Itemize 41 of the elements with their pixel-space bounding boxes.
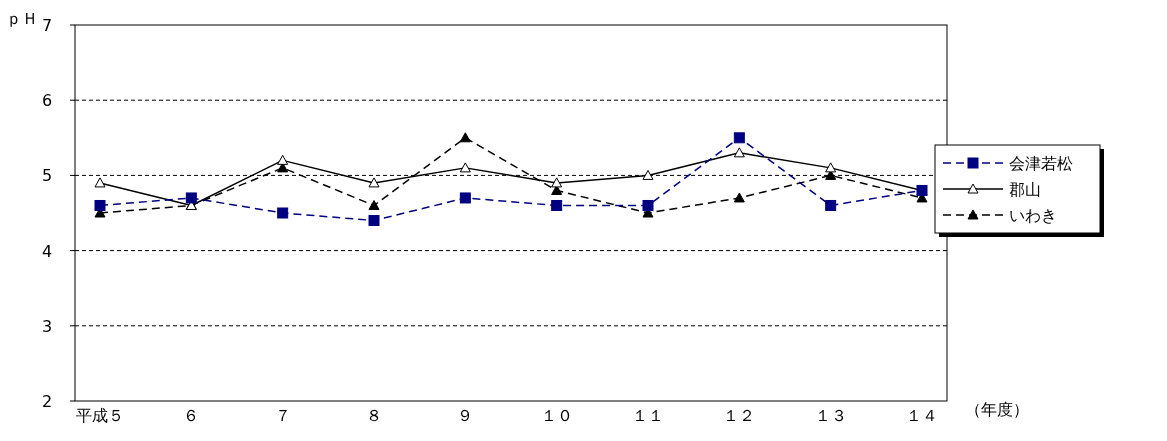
point — [94, 199, 106, 211]
x-tick-label: ８ — [366, 406, 382, 425]
point — [733, 132, 745, 144]
y-tick-label: 2 — [41, 392, 53, 411]
point — [733, 192, 745, 203]
x-tick-label: １３ — [814, 406, 847, 425]
x-tick-label: １４ — [906, 406, 938, 425]
x-tick-label: ７ — [274, 406, 291, 425]
point — [277, 154, 289, 165]
x-tick-label: １１ — [632, 406, 664, 425]
point — [825, 199, 837, 211]
x-tick-label: 平成５ — [76, 406, 124, 425]
point — [642, 199, 654, 211]
point — [551, 199, 563, 211]
y-tick-label: 3 — [41, 316, 53, 336]
point — [459, 192, 471, 204]
x-tick-label: ９ — [457, 406, 474, 425]
x-tick-label: ６ — [183, 406, 200, 425]
y-tick-label: 6 — [41, 91, 53, 111]
point — [94, 177, 106, 188]
x-tick-label: １２ — [723, 406, 756, 425]
legend-label: いわき — [1009, 206, 1057, 225]
x-tick-label: １０ — [540, 406, 573, 425]
x-axis-title: （年度） — [965, 400, 1029, 419]
y-tick-label: 7 — [41, 16, 53, 35]
point — [277, 207, 289, 219]
point — [368, 215, 380, 227]
legend-label: 郡山 — [1009, 180, 1041, 199]
point — [185, 192, 197, 204]
legend-label: 会津若松 — [1009, 154, 1073, 173]
point — [551, 177, 563, 188]
y-tick-label: 5 — [41, 166, 53, 186]
y-tick-label: 4 — [41, 241, 53, 261]
point — [825, 162, 837, 173]
point — [368, 199, 380, 210]
point — [368, 177, 380, 188]
point — [733, 147, 745, 158]
point — [459, 162, 471, 173]
point — [459, 132, 471, 143]
y-axis-title: ｐＨ — [6, 9, 38, 28]
point — [642, 169, 654, 180]
